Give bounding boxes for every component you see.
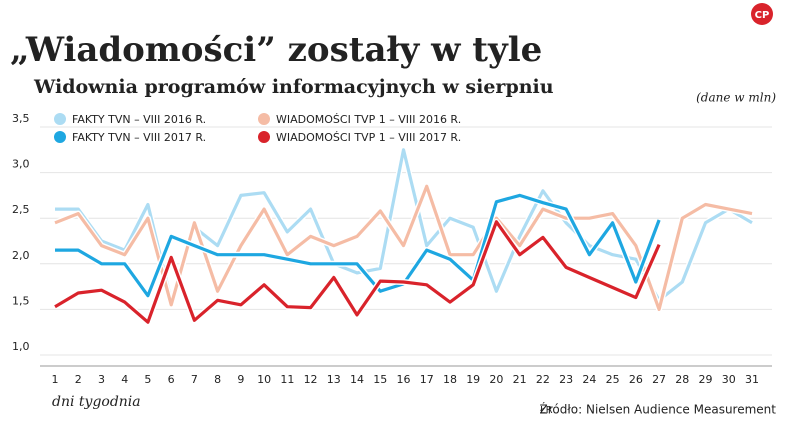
x-tick-label: 11 bbox=[280, 373, 294, 386]
x-tick-label: 5 bbox=[144, 373, 151, 386]
x-tick-label: 30 bbox=[722, 373, 736, 386]
x-tick-label: 13 bbox=[327, 373, 341, 386]
x-tick-label: 14 bbox=[350, 373, 364, 386]
unit-note: (dane w mln) bbox=[696, 91, 776, 105]
series-line bbox=[54, 220, 661, 324]
y-tick-label: 2,5 bbox=[12, 203, 30, 216]
y-tick-label: 3,0 bbox=[12, 158, 30, 171]
x-tick-label: 23 bbox=[559, 373, 573, 386]
legend-label: WIADOMOŚCI TVP 1 – VIII 2017 R. bbox=[276, 131, 461, 144]
x-tick-label: 28 bbox=[675, 373, 689, 386]
y-tick-label: 3,5 bbox=[12, 112, 30, 125]
legend-label: FAKTY TVN – VIII 2017 R. bbox=[72, 131, 206, 144]
chart-subtitle: Widownia programów informacyjnych w sier… bbox=[33, 76, 554, 98]
series-line bbox=[55, 193, 661, 298]
source: Źródło: Nielsen Audience Measurement bbox=[540, 402, 777, 417]
x-tick-label: 27 bbox=[652, 373, 666, 386]
legend-marker bbox=[258, 131, 270, 143]
x-tick-label: 19 bbox=[466, 373, 480, 386]
x-tick-label: 24 bbox=[582, 373, 596, 386]
y-tick-label: 1,5 bbox=[12, 294, 30, 307]
logo-badge bbox=[751, 3, 773, 25]
x-tick-label: 3 bbox=[98, 373, 105, 386]
x-tick-label: 20 bbox=[489, 373, 503, 386]
x-tick-label: 22 bbox=[536, 373, 550, 386]
x-tick-label: 1 bbox=[52, 373, 59, 386]
chart-title: „Wiadomości” zostały w tyle bbox=[10, 30, 542, 70]
x-tick-label: 18 bbox=[443, 373, 457, 386]
series-line bbox=[54, 184, 753, 311]
legend-label: WIADOMOŚCI TVP 1 – VIII 2016 R. bbox=[276, 113, 461, 126]
y-tick-label: 1,0 bbox=[12, 340, 30, 353]
x-axis-label: dni tygodnia bbox=[52, 394, 141, 410]
x-tick-label: 4 bbox=[121, 373, 128, 386]
x-tick-label: 9 bbox=[237, 373, 244, 386]
x-tick-label: 16 bbox=[397, 373, 411, 386]
x-tick-label: 10 bbox=[257, 373, 271, 386]
legend-marker bbox=[258, 113, 270, 125]
y-tick-label: 2,0 bbox=[12, 249, 30, 262]
x-tick-label: 2 bbox=[75, 373, 82, 386]
x-tick-label: 8 bbox=[214, 373, 221, 386]
author: ŁR bbox=[539, 405, 553, 416]
x-tick-label: 31 bbox=[745, 373, 759, 386]
x-tick-label: 6 bbox=[168, 373, 175, 386]
legend-label: FAKTY TVN – VIII 2016 R. bbox=[72, 113, 206, 126]
x-tick-label: 15 bbox=[373, 373, 387, 386]
logo: CP bbox=[755, 10, 770, 21]
x-tick-label: 26 bbox=[629, 373, 643, 386]
legend-marker bbox=[54, 113, 66, 125]
x-tick-label: 21 bbox=[513, 373, 527, 386]
legend-marker bbox=[54, 131, 66, 143]
x-tick-label: 29 bbox=[699, 373, 713, 386]
x-tick-label: 17 bbox=[420, 373, 434, 386]
x-tick-label: 25 bbox=[606, 373, 620, 386]
x-tick-label: 7 bbox=[191, 373, 198, 386]
x-tick-label: 12 bbox=[304, 373, 318, 386]
